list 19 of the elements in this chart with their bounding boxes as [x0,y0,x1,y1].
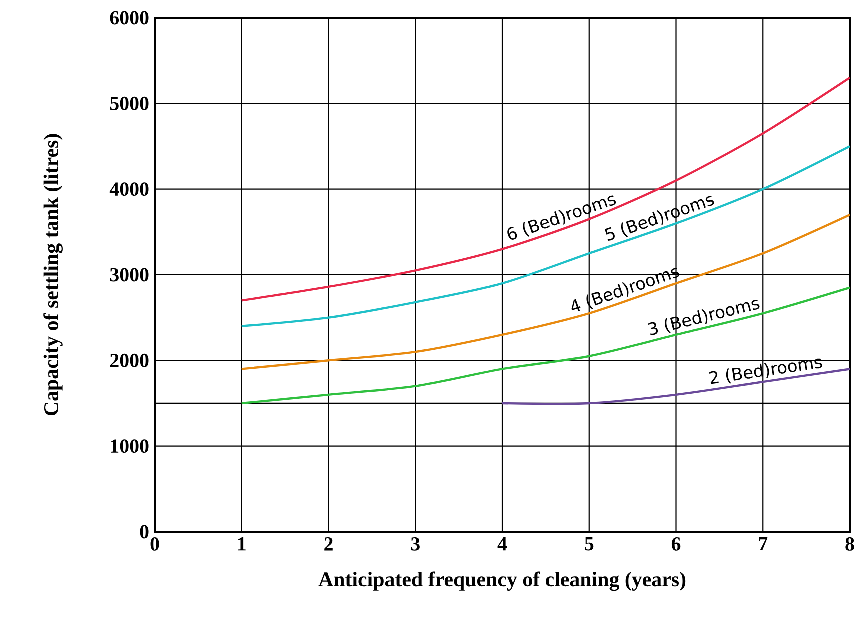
y-tick-label: 3000 [110,268,149,282]
y-tick-label: 1000 [111,440,149,454]
y-axis-title: Capacity of settling tank (litres) [44,134,63,416]
x-tick-label: 4 [498,538,508,551]
y-tick-label: 2000 [110,354,149,368]
x-tick-label: 7 [759,537,768,551]
y-tick-label: 5000 [110,96,149,110]
x-tick-label: 3 [411,538,420,551]
x-tick-label: 5 [585,537,594,551]
y-tick-label: 6000 [110,11,149,25]
x-tick-label: 6 [672,538,681,551]
y-tick-label: 0 [140,525,149,539]
x-tick-label: 8 [846,538,854,551]
text: 2 (Bed)rooms [709,358,822,384]
x-tick-label: 1 [238,537,246,551]
y-tick-label: 4000 [110,182,149,196]
x-tick-label: 0 [150,538,160,551]
x-axis-title: Anticipated frequency of cleaning (years) [318,572,686,592]
x-tick-label: 2 [324,538,333,551]
